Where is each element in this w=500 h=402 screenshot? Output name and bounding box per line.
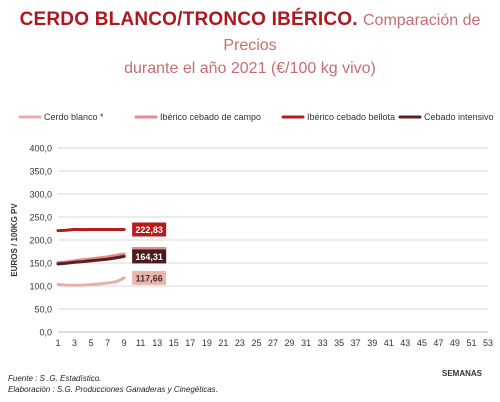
series-line [56, 254, 126, 266]
y-tick-label: 150,0 [29, 259, 52, 269]
x-tick-label: 17 [185, 338, 195, 348]
x-tick-label: 15 [169, 338, 179, 348]
legend-label: Cerdo blanco * [44, 112, 104, 122]
x-tick-label: 35 [334, 338, 344, 348]
data-label-box [132, 270, 167, 285]
y-axis-title: EUROS / 100KG PV [10, 203, 19, 277]
legend-label: Ibérico cebado de campo [160, 112, 261, 122]
x-tick-label: 25 [251, 338, 261, 348]
elaboration-note: Elaboración : S.G. Producciones Ganadera… [8, 385, 218, 394]
x-tick-label: 27 [268, 338, 278, 348]
x-tick-label: 51 [466, 338, 476, 348]
source-note: Fuente : S .G. Estadístico. [8, 374, 102, 383]
x-tick-label: 5 [89, 338, 94, 348]
chart-title: CERDO BLANCO/TRONCO IBÉRICO. Comparación… [0, 8, 500, 80]
data-label: 164,31 [135, 252, 163, 262]
series-line [56, 276, 126, 287]
x-tick-label: 49 [450, 338, 460, 348]
x-tick-label: 9 [122, 338, 127, 348]
chart-title-rest: Comparación de Precios [223, 12, 481, 54]
x-tick-label: 39 [367, 338, 377, 348]
x-tick-label: 43 [400, 338, 410, 348]
series-line [56, 227, 126, 233]
x-tick-label: 7 [105, 338, 110, 348]
x-tick-label: 29 [285, 338, 295, 348]
y-tick-label: 200,0 [29, 236, 52, 246]
y-tick-label: 350,0 [29, 167, 52, 177]
x-tick-label: 41 [384, 338, 394, 348]
legend-label: Ibérico cebado bellota [307, 112, 395, 122]
x-tick-label: 31 [301, 338, 311, 348]
x-tick-label: 33 [318, 338, 328, 348]
data-label-box [132, 222, 167, 237]
x-tick-label: 11 [136, 338, 145, 348]
y-tick-label: 100,0 [29, 282, 52, 292]
chart-subtitle: durante el año 2021 (€/100 kg vivo) [124, 60, 376, 77]
y-tick-label: 300,0 [29, 190, 52, 200]
x-tick-label: 53 [483, 338, 493, 348]
legend-label: Cebado intensivo [424, 112, 494, 122]
x-tick-label: 23 [235, 338, 245, 348]
y-tick-label: 250,0 [29, 213, 52, 223]
x-tick-label: 37 [351, 338, 361, 348]
chart-footer: Fuente : S .G. Estadístico. Elaboración … [8, 373, 218, 395]
x-tick-label: 21 [218, 338, 228, 348]
chart-title-main: CERDO BLANCO/TRONCO IBÉRICO. [19, 9, 358, 30]
x-axis-title: SEMANAS [442, 369, 483, 378]
x-tick-label: 13 [152, 338, 162, 348]
y-tick-label: 0,0 [39, 328, 52, 338]
data-label-box [132, 249, 167, 264]
y-tick-label: 50,0 [34, 305, 52, 315]
x-tick-label: 1 [55, 338, 60, 348]
x-tick-label: 3 [72, 338, 77, 348]
x-tick-label: 19 [202, 338, 212, 348]
data-label: 117,66 [136, 273, 163, 283]
x-tick-label: 47 [433, 338, 443, 348]
x-tick-label: 45 [417, 338, 427, 348]
data-label: 222,83 [135, 225, 163, 235]
y-tick-label: 400,0 [29, 144, 52, 154]
